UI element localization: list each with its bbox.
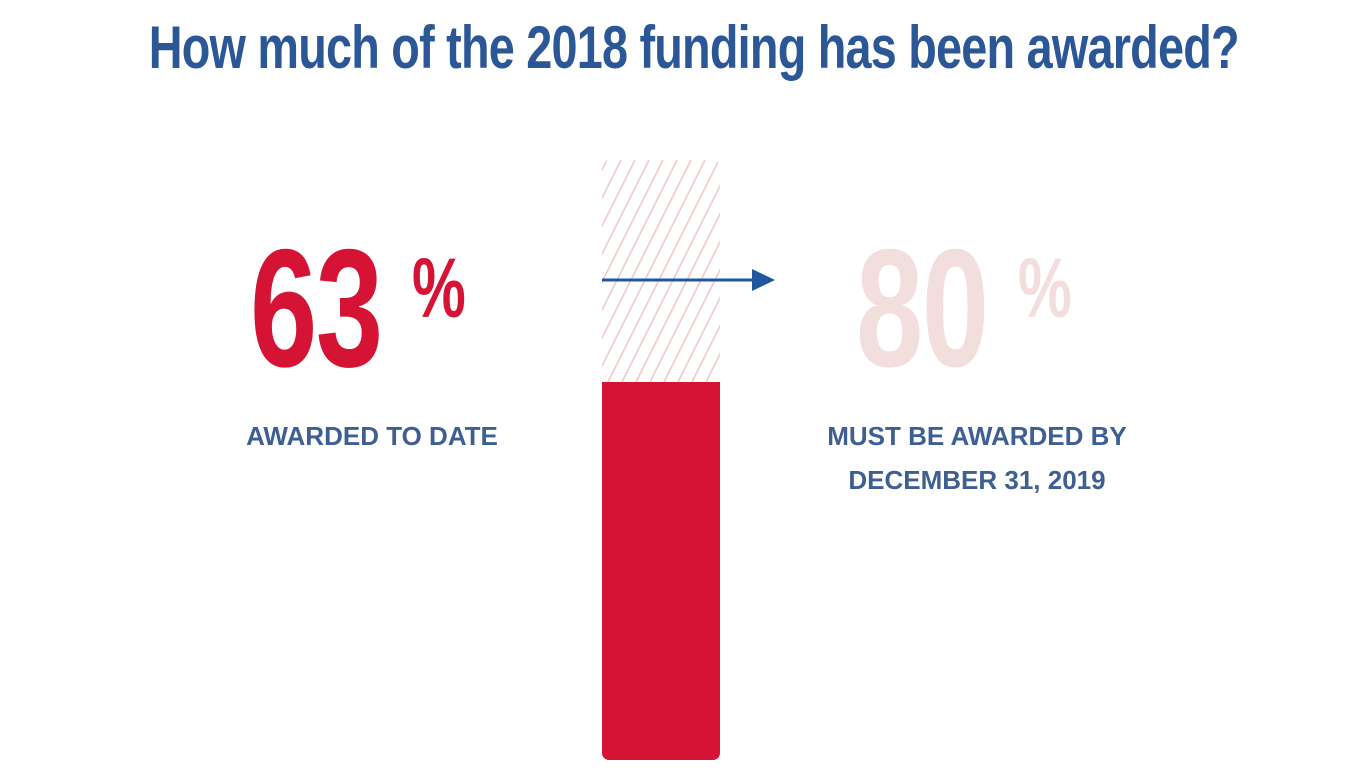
arrow-right-icon — [752, 269, 775, 291]
target-caption-line2: DECEMBER 31, 2019 — [848, 465, 1106, 495]
awarded-bar — [602, 382, 720, 760]
target-caption-line1: MUST BE AWARDED BY — [827, 421, 1127, 451]
awarded-number: 63 — [250, 214, 383, 402]
target-percentage: 80 % — [856, 214, 1116, 402]
awarded-caption: AWARDED TO DATE — [246, 421, 498, 451]
awarded-bar-group — [602, 382, 720, 760]
awarded-percent-sign: % — [412, 241, 466, 335]
page-title: How much of the 2018 funding has been aw… — [148, 14, 1240, 81]
target-percent-sign: % — [1018, 241, 1072, 335]
target-number: 80 — [856, 214, 989, 402]
awarded-percentage: 63 % — [250, 214, 510, 402]
target-caption: MUST BE AWARDED BY DECEMBER 31, 2019 — [792, 414, 1162, 502]
gauge-remaining-hatch — [602, 160, 720, 383]
